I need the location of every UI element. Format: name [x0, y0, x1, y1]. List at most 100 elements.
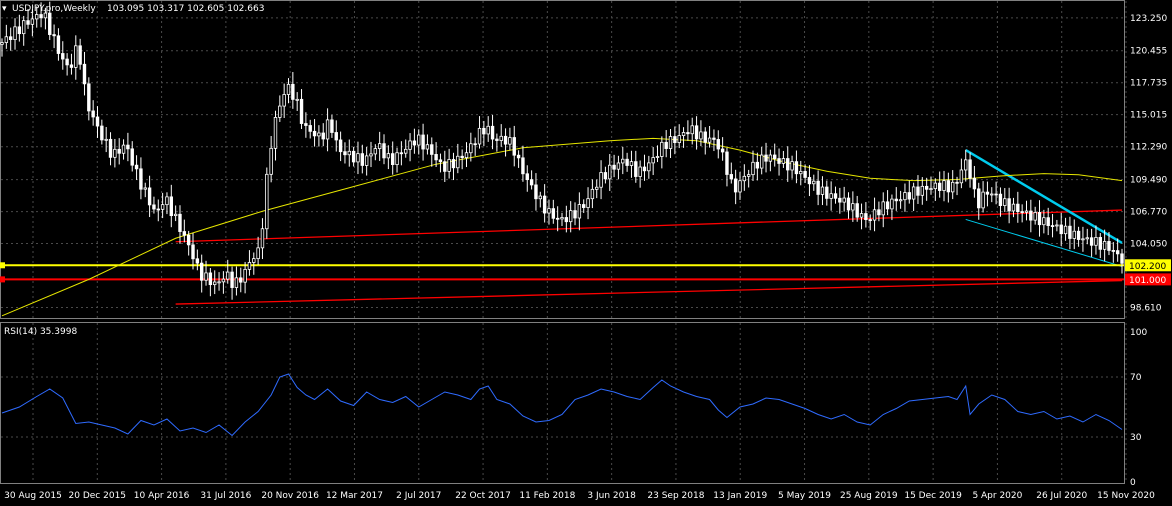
moving-average-line — [1, 137, 1123, 317]
candle-body — [0, 42, 4, 45]
candle-body — [434, 154, 438, 161]
candle-body — [69, 64, 74, 68]
x-tick-label: 20 Nov 2016 — [261, 491, 319, 501]
candle-body — [911, 186, 916, 200]
candle-body — [412, 140, 417, 146]
candle-body — [898, 199, 903, 202]
candle-body — [486, 125, 490, 135]
candle-body — [538, 195, 542, 200]
candle-body — [243, 268, 247, 283]
candle-body — [1011, 203, 1016, 212]
candle-body — [65, 58, 69, 66]
candle-body — [78, 45, 82, 65]
candle-body — [447, 159, 451, 172]
candle-body — [555, 217, 560, 220]
candle-body — [1059, 224, 1063, 235]
price-tag-label: 102.200 — [1129, 262, 1166, 272]
candle-body — [239, 277, 243, 283]
candle-body — [998, 193, 1003, 206]
candle-body — [1068, 225, 1072, 239]
candle-body — [560, 217, 564, 220]
candle-body — [812, 180, 816, 185]
candle-body — [664, 141, 668, 149]
candle-body — [291, 83, 295, 100]
candle-body — [343, 151, 347, 156]
candle-body — [603, 172, 608, 180]
candle-body — [673, 136, 677, 143]
candle-body — [399, 152, 404, 155]
candle-body — [542, 195, 547, 214]
candle-body — [443, 161, 447, 172]
price-tag-label: 101.000 — [1129, 276, 1166, 286]
rsi-y-tick-label: 100 — [1130, 328, 1147, 338]
candle-body — [213, 281, 217, 286]
candle-body — [17, 26, 22, 35]
candle-body — [738, 180, 742, 193]
candle-body — [208, 272, 213, 286]
candle-body — [950, 181, 955, 193]
candle-body — [964, 159, 968, 171]
candle-body — [972, 177, 977, 190]
candle-body — [790, 161, 794, 171]
candle-body — [417, 134, 421, 146]
candle-body — [178, 213, 182, 232]
candle-body — [534, 184, 538, 200]
candle-body — [100, 125, 104, 141]
candle-body — [282, 94, 286, 107]
candle-body — [820, 186, 825, 195]
candle-body — [864, 213, 868, 221]
candle-body — [677, 135, 681, 143]
chart-title: USDJPY.pro,Weekly — [12, 4, 96, 14]
candle-body — [126, 144, 130, 150]
price-tag — [1125, 273, 1171, 286]
rsi-title: RSI(14) 35.3998 — [4, 327, 77, 337]
candle-body — [204, 272, 208, 281]
candle-body — [8, 36, 13, 40]
candle-body — [48, 12, 52, 35]
candle-body — [651, 157, 655, 164]
candle-body — [629, 161, 634, 166]
candle-body — [933, 182, 938, 190]
candle-body — [265, 173, 269, 230]
candle-body — [803, 171, 807, 178]
candle-body — [165, 196, 169, 206]
candle-body — [347, 150, 351, 156]
candle-body — [1020, 211, 1024, 214]
candle-body — [712, 137, 716, 140]
candle-body — [1076, 230, 1081, 240]
candle-body — [74, 45, 78, 68]
x-tick-label: 2 Jul 2017 — [396, 491, 441, 501]
candle-body — [260, 228, 265, 249]
candle-body — [130, 148, 134, 166]
main-chart-frame — [0, 0, 1125, 319]
candle-body — [295, 98, 299, 101]
candle-body — [703, 131, 707, 143]
candle-body — [525, 173, 529, 181]
candle-body — [582, 204, 586, 208]
candle-body — [755, 161, 760, 169]
candle-body — [1033, 212, 1037, 221]
candle-body — [312, 130, 317, 137]
candle-body — [278, 105, 282, 118]
candle-body — [521, 157, 525, 175]
candle-body — [720, 148, 725, 153]
candle-body — [91, 110, 95, 118]
candle-body — [386, 153, 391, 159]
candle-body — [39, 14, 43, 19]
candle-body — [1007, 198, 1011, 212]
candle-body — [247, 262, 252, 270]
candle-body — [838, 197, 842, 203]
candle-body — [390, 153, 395, 165]
candle-body — [191, 244, 195, 260]
candle-body — [43, 12, 48, 19]
candle-body — [360, 153, 365, 166]
candle-body — [929, 188, 933, 191]
candle-body — [199, 262, 204, 281]
candle-body — [273, 117, 278, 149]
candle-body — [1085, 237, 1089, 240]
candle-body — [946, 180, 951, 193]
candle-body — [252, 258, 256, 263]
rsi-panel-frame — [0, 322, 1125, 484]
x-tick-label: 23 Sep 2018 — [647, 491, 704, 501]
